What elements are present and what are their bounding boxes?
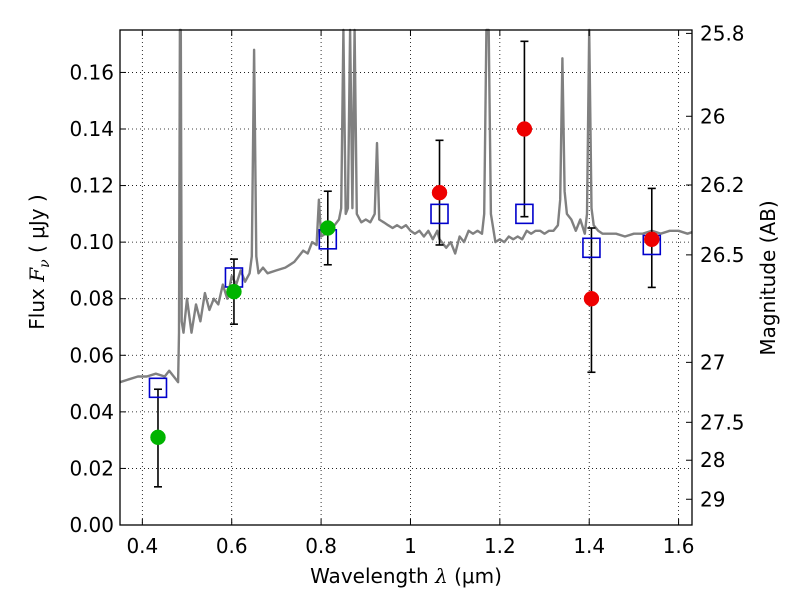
y-tick-label: 0.08 (69, 287, 114, 311)
y-tick-label: 0.12 (69, 174, 114, 198)
tick-layer: 0.4 0.6 0.8 1 1.2 1.4 1.6 0.00 0.02 0.04 0.06 0.08 0… (69, 21, 744, 558)
observed-flux-point (583, 290, 600, 307)
observed-flux-point (320, 220, 336, 236)
x-tick-label: 1.2 (484, 534, 516, 558)
y2-tick-label: 26 (700, 104, 725, 128)
y2-tick-label: 29 (700, 487, 725, 511)
y-tick-label: 0.14 (69, 117, 114, 141)
y2-axis-title: Magnitude (AB) (756, 200, 780, 355)
y-tick-label: 0.10 (69, 230, 114, 254)
y-axis-title: Flux Fν ( μJy ) (25, 194, 53, 329)
x-tick-label: 0.6 (216, 534, 248, 558)
model-photometry-square (430, 203, 449, 225)
y2-tick-label: 25.8 (700, 21, 745, 45)
y2-tick-label: 26.2 (700, 173, 745, 197)
y2-tick-label: 28 (700, 448, 725, 472)
marker-layer (148, 121, 662, 446)
y2-tick-label: 27.5 (700, 410, 745, 434)
y2-tick-label: 27 (700, 350, 725, 374)
plot-frame (119, 29, 693, 526)
model-photometry-square (515, 203, 534, 225)
model-photometry-square (148, 377, 168, 399)
y2-tick-label: 26.5 (700, 243, 745, 267)
spectrum-line (119, 28, 693, 384)
y-axis-subscript: ν (37, 259, 53, 268)
observed-flux-point (226, 283, 242, 300)
y-tick-label: 0.02 (69, 456, 114, 480)
observed-flux-point (644, 231, 660, 248)
x-tick-label: 1.4 (573, 534, 605, 558)
x-tick-label: 1 (404, 534, 417, 558)
x-tick-label: 0.8 (305, 534, 337, 558)
spectrum-line-layer (119, 28, 693, 384)
x-axis-title: Wavelength λ (μm) (310, 564, 502, 588)
y-axis-symbol: F (25, 267, 49, 283)
observed-flux-point (431, 184, 448, 201)
x-tick-label: 1.6 (663, 534, 695, 558)
grid-layer (120, 30, 692, 525)
y-tick-label: 0.04 (69, 400, 114, 424)
y-tick-label: 0.16 (69, 60, 114, 84)
y-tick-label: 0.00 (69, 513, 114, 537)
y-tick-label: 0.06 (69, 343, 114, 367)
observed-flux-point (516, 121, 533, 137)
x-axis-symbol: λ (434, 564, 448, 588)
errorbar-layer (153, 40, 656, 488)
model-photometry-square (582, 237, 601, 259)
x-tick-label: 0.4 (126, 534, 158, 558)
observed-flux-point (150, 429, 166, 446)
